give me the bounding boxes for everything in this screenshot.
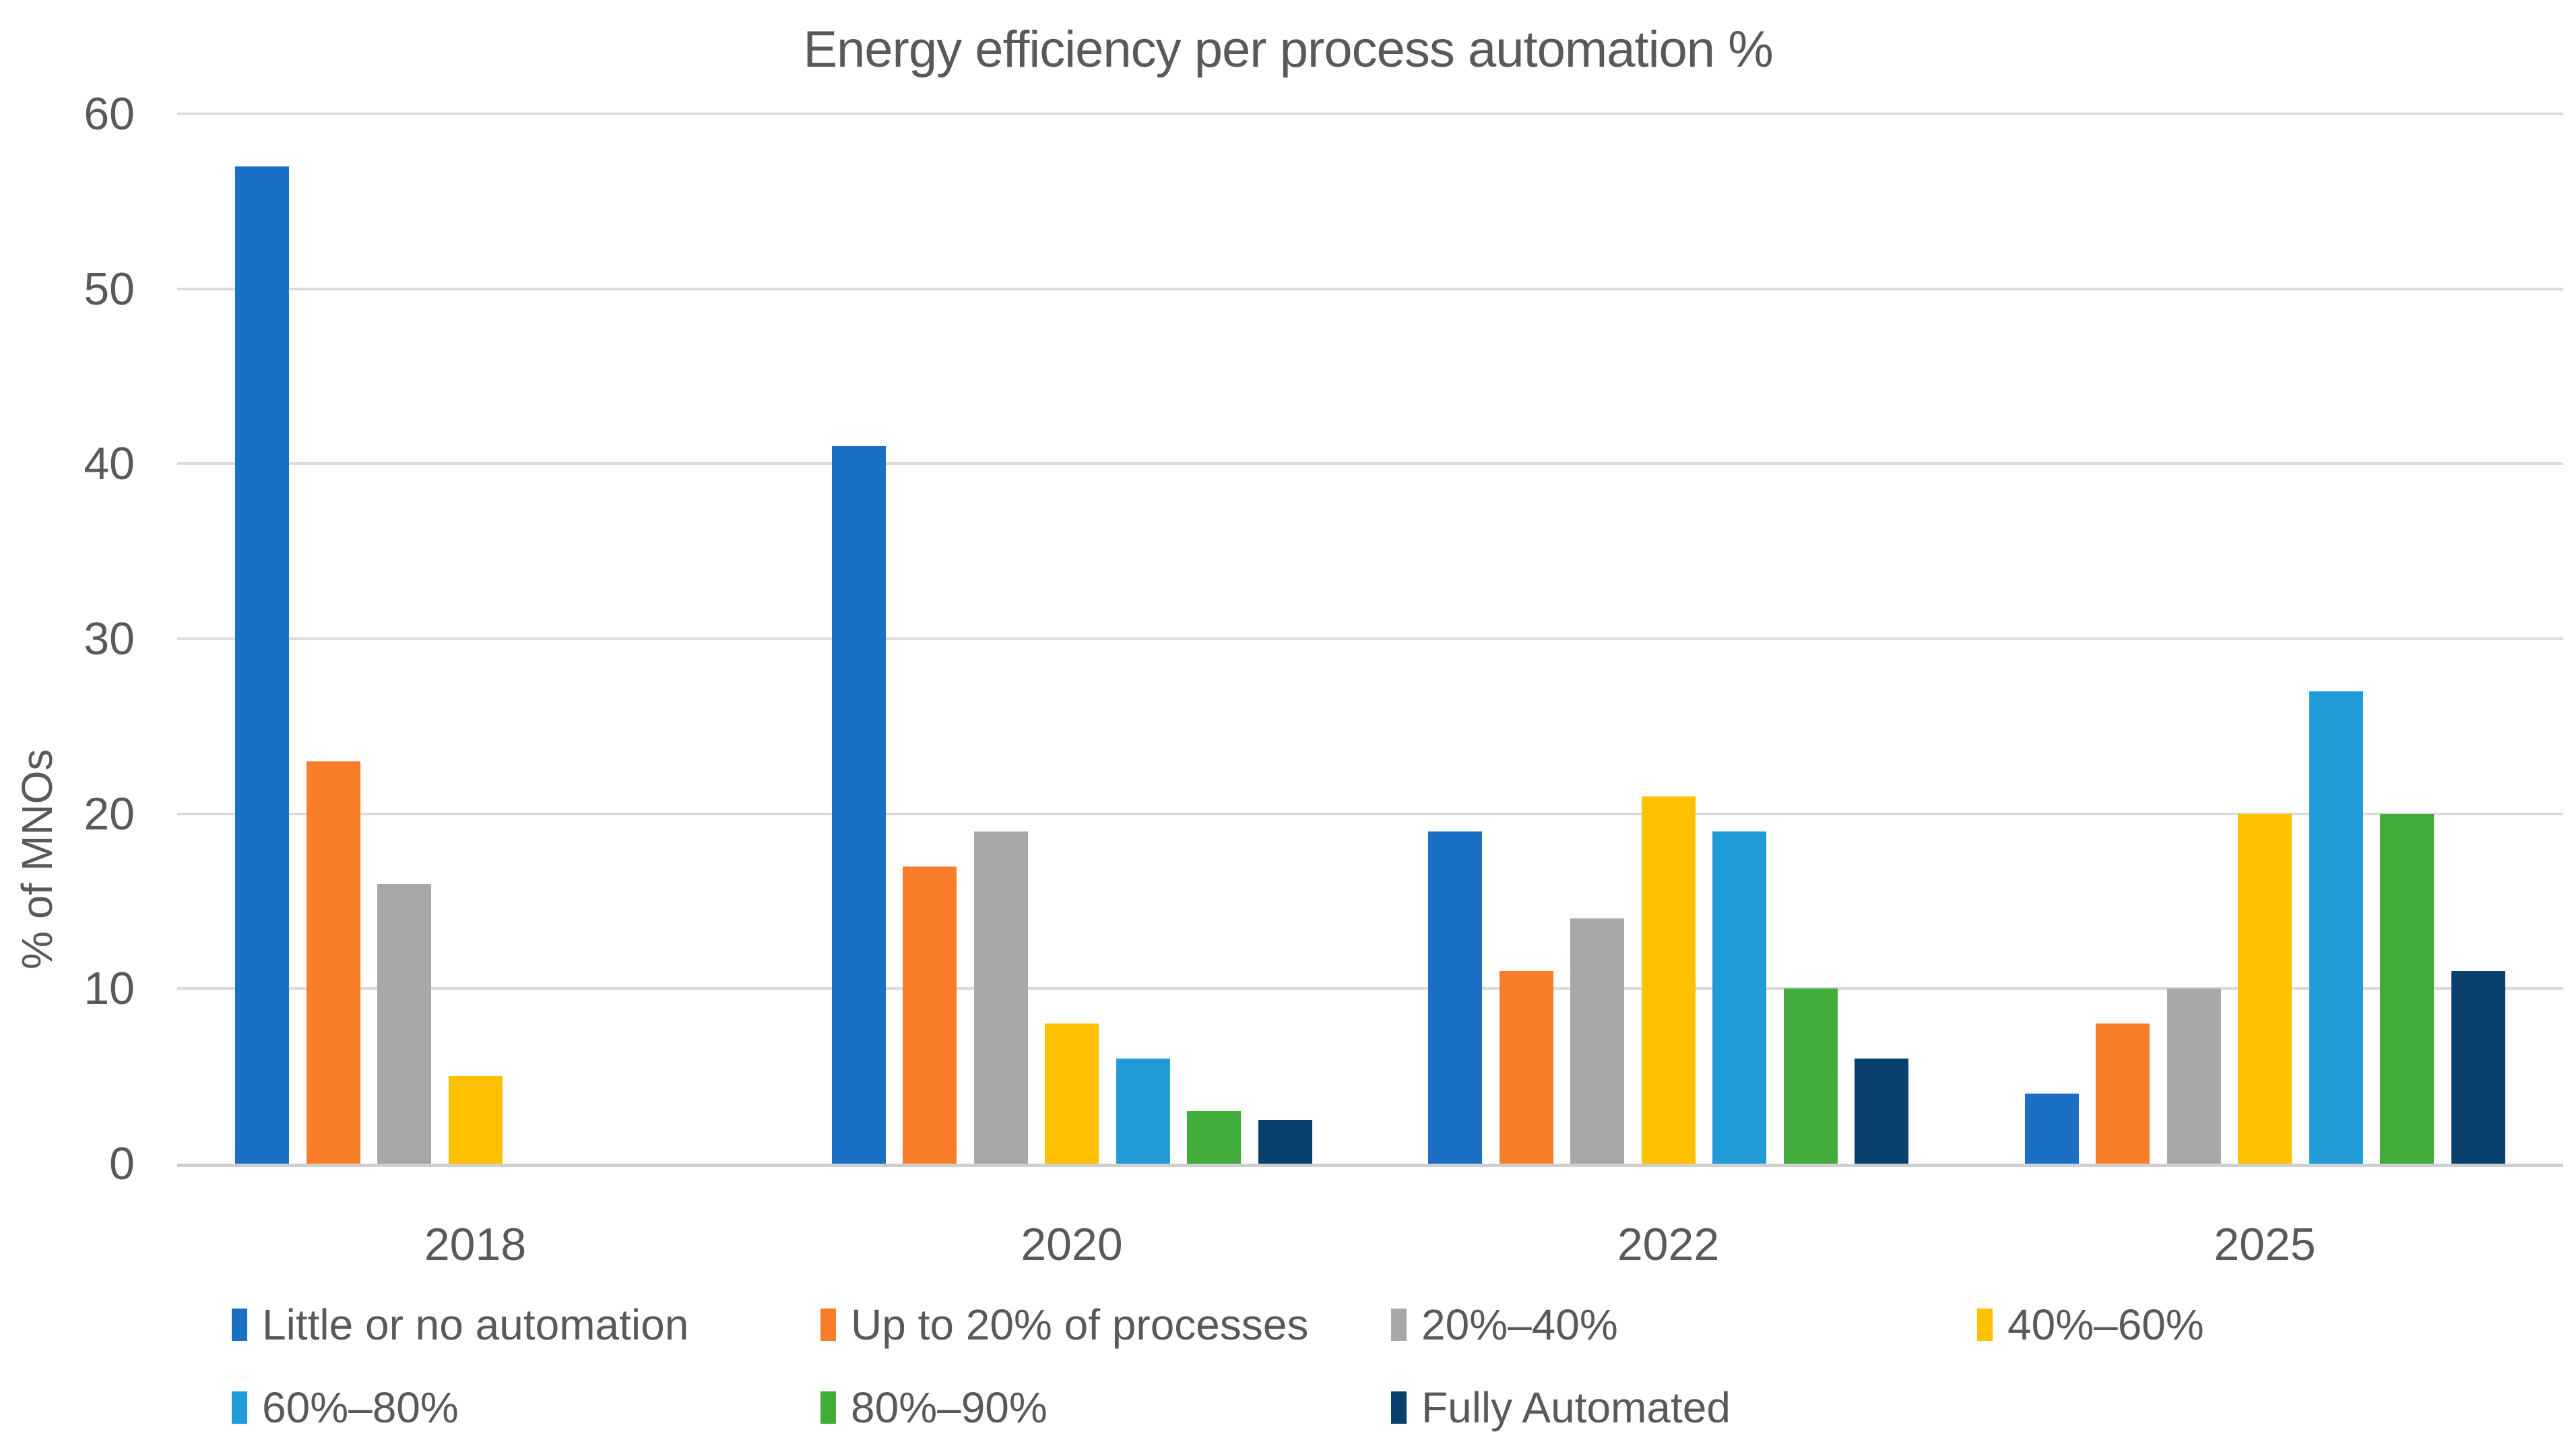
- bar: [903, 866, 957, 1164]
- legend-swatch: [1391, 1391, 1407, 1424]
- x-axis-line: [177, 1164, 2563, 1167]
- legend-item: Fully Automated: [1391, 1382, 1731, 1433]
- bar: [377, 883, 432, 1164]
- bar: [306, 761, 360, 1164]
- bar: [1258, 1120, 1312, 1164]
- legend-swatch: [232, 1391, 247, 1424]
- gridline: [177, 462, 2563, 466]
- legend-swatch: [1391, 1309, 1407, 1341]
- legend-label: 80%–90%: [851, 1383, 1048, 1432]
- x-axis-category-label: 2018: [424, 1219, 527, 1270]
- y-tick-label: 60: [84, 88, 135, 139]
- legend-item: Up to 20% of processes: [820, 1299, 1308, 1350]
- y-tick-label: 30: [84, 613, 135, 664]
- y-tick-label: 0: [109, 1138, 135, 1189]
- legend-swatch: [1977, 1309, 1993, 1341]
- bar: [2238, 813, 2292, 1164]
- legend-label: 20%–40%: [1421, 1300, 1618, 1349]
- legend-item: 80%–90%: [820, 1382, 1048, 1433]
- bar: [2451, 971, 2505, 1164]
- legend-item: 60%–80%: [232, 1382, 459, 1433]
- y-tick-label: 40: [84, 438, 135, 490]
- bar: [831, 446, 886, 1164]
- x-axis-category-label: 2020: [1021, 1219, 1123, 1270]
- bar: [1428, 831, 1483, 1164]
- bar: [2309, 691, 2363, 1164]
- bar: [1570, 918, 1625, 1164]
- bar: [973, 831, 1028, 1164]
- bar: [235, 166, 290, 1164]
- plot-area: [177, 113, 2563, 1167]
- legend-label: Up to 20% of processes: [851, 1300, 1309, 1349]
- gridline: [177, 987, 2563, 990]
- bar: [2096, 1024, 2150, 1164]
- bar: [2380, 813, 2435, 1164]
- bar: [1187, 1111, 1242, 1164]
- bar: [1499, 971, 1553, 1164]
- chart-title: Energy efficiency per process automation…: [803, 21, 1773, 78]
- bar: [1783, 988, 1838, 1164]
- legend-label: 40%–60%: [2007, 1300, 2204, 1349]
- bar: [1855, 1059, 1909, 1164]
- legend-label: Fully Automated: [1421, 1383, 1731, 1432]
- gridline: [177, 113, 2563, 115]
- legend-swatch: [820, 1391, 836, 1424]
- gridline: [177, 287, 2563, 290]
- legend-item: Little or no automation: [232, 1299, 688, 1350]
- x-axis-category-label: 2022: [1617, 1219, 1720, 1270]
- gridline: [177, 812, 2563, 815]
- bar: [1116, 1059, 1170, 1164]
- y-axis-title: % of MNOs: [13, 749, 61, 970]
- gridline: [177, 637, 2563, 640]
- y-tick-label: 50: [84, 263, 135, 315]
- bar: [2024, 1094, 2079, 1164]
- legend-item: 40%–60%: [1977, 1299, 2204, 1350]
- legend-item: 20%–40%: [1391, 1299, 1618, 1350]
- legend-label: Little or no automation: [262, 1300, 689, 1349]
- legend-swatch: [232, 1309, 247, 1341]
- y-tick-label: 20: [84, 788, 135, 840]
- legend-label: 60%–80%: [262, 1383, 459, 1432]
- x-axis-category-label: 2025: [2214, 1219, 2316, 1270]
- y-tick-label: 10: [84, 963, 135, 1015]
- bar: [1641, 796, 1696, 1164]
- bar: [1712, 831, 1767, 1164]
- bar: [2166, 988, 2221, 1164]
- legend-swatch: [820, 1309, 836, 1341]
- bar: [448, 1076, 503, 1164]
- bar: [1045, 1024, 1099, 1164]
